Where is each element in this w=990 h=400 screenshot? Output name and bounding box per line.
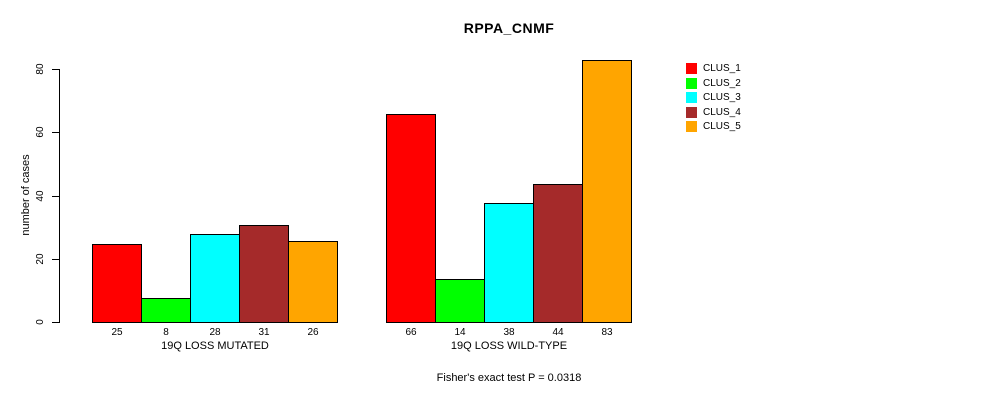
bar-value-label: 28	[209, 327, 221, 338]
y-axis-tick-label: 20	[35, 253, 46, 265]
y-axis-title: number of cases	[20, 154, 32, 236]
chart-title: RPPA_CNMF	[463, 20, 555, 36]
bar-clus-4-group1	[239, 224, 289, 323]
legend-label: CLUS_2	[703, 77, 741, 89]
legend-item: CLUS_5	[686, 121, 741, 132]
y-axis-tick-label: 80	[35, 63, 46, 75]
y-axis-tick	[52, 69, 59, 70]
legend-item: CLUS_1	[686, 63, 741, 74]
legend-label: CLUS_3	[703, 92, 741, 103]
bar-clus-2-group2	[435, 278, 485, 323]
y-axis-tick	[52, 258, 59, 260]
bar-clus-4-group2	[533, 183, 583, 323]
bar-value-label: 83	[601, 327, 613, 338]
legend-label: CLUS_1	[703, 63, 741, 74]
legend: CLUS_1 CLUS_2 CLUS_3 CLUS_4 CLUS_5	[686, 63, 741, 136]
bar-clus-1-group1	[92, 243, 142, 324]
bar-value-label: 66	[405, 327, 417, 338]
bar-value-label: 14	[454, 327, 466, 338]
bar-clus-5-group1	[288, 240, 338, 323]
y-axis-tick-label: 40	[35, 189, 46, 202]
bar-clus-1-group2	[386, 113, 436, 323]
legend-label: CLUS_5	[703, 121, 741, 132]
y-axis-line	[59, 69, 60, 323]
legend-swatch-clus-5	[686, 121, 697, 132]
y-axis-tick	[52, 132, 59, 134]
annotation-fisher-test: Fisher's exact test P = 0.0318	[436, 372, 582, 384]
y-axis-tick	[52, 322, 59, 323]
legend-swatch-clus-4	[686, 106, 697, 118]
bar-clus-3-group1	[190, 234, 240, 323]
bar-value-label: 26	[307, 327, 319, 338]
legend-label: CLUS_4	[703, 106, 741, 118]
bar-value-label: 44	[552, 327, 564, 338]
bar-clus-2-group1	[141, 297, 191, 323]
y-axis-tick-label: 60	[35, 126, 46, 138]
legend-swatch-clus-3	[686, 92, 697, 103]
y-axis-tick	[52, 195, 59, 197]
legend-swatch-clus-2	[686, 77, 697, 89]
bar-clus-5-group2	[582, 59, 632, 323]
bar-value-label: 31	[258, 327, 270, 338]
x-group-label: 19Q LOSS MUTATED	[161, 340, 269, 352]
bar-value-label: 8	[163, 327, 169, 338]
x-group-label: 19Q LOSS WILD-TYPE	[450, 340, 568, 352]
bar-value-label: 38	[503, 327, 515, 338]
y-axis-tick-label: 0	[35, 319, 46, 325]
bar-value-label: 25	[111, 327, 123, 338]
legend-item: CLUS_2	[686, 77, 741, 89]
legend-swatch-clus-1	[686, 63, 697, 74]
legend-item: CLUS_3	[686, 92, 741, 103]
legend-item: CLUS_4	[686, 106, 741, 118]
bar-clus-3-group2	[484, 202, 534, 323]
